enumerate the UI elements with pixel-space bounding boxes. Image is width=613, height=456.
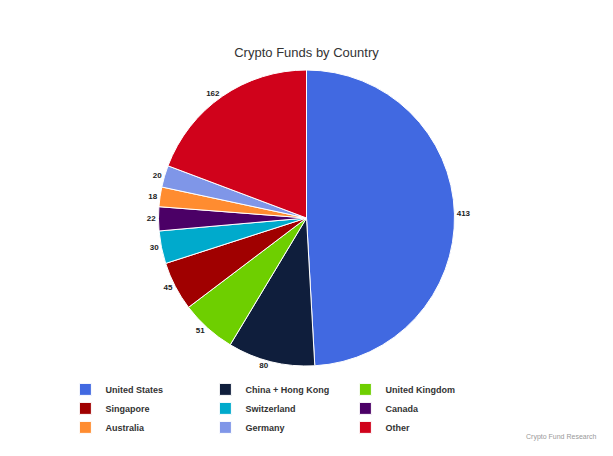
- svg-text:18: 18: [148, 192, 157, 201]
- svg-text:Canada: Canada: [385, 404, 419, 414]
- svg-text:Australia: Australia: [105, 423, 145, 433]
- svg-text:Crypto Fund Research: Crypto Fund Research: [526, 433, 597, 441]
- svg-text:51: 51: [196, 326, 205, 335]
- svg-text:United States: United States: [105, 385, 163, 395]
- svg-text:162: 162: [206, 89, 220, 98]
- svg-text:China + Hong Kong: China + Hong Kong: [245, 385, 329, 395]
- svg-text:30: 30: [150, 243, 159, 252]
- svg-text:20: 20: [153, 171, 162, 180]
- svg-text:Crypto Funds by Country: Crypto Funds by Country: [234, 45, 379, 60]
- svg-text:United Kingdom: United Kingdom: [385, 385, 455, 395]
- svg-text:Other: Other: [385, 423, 410, 433]
- svg-text:413: 413: [457, 209, 471, 218]
- svg-text:45: 45: [164, 283, 173, 292]
- svg-text:Switzerland: Switzerland: [245, 404, 295, 414]
- svg-text:Singapore: Singapore: [105, 404, 149, 414]
- svg-text:80: 80: [259, 361, 268, 370]
- svg-text:22: 22: [147, 214, 156, 223]
- svg-text:Germany: Germany: [245, 423, 284, 433]
